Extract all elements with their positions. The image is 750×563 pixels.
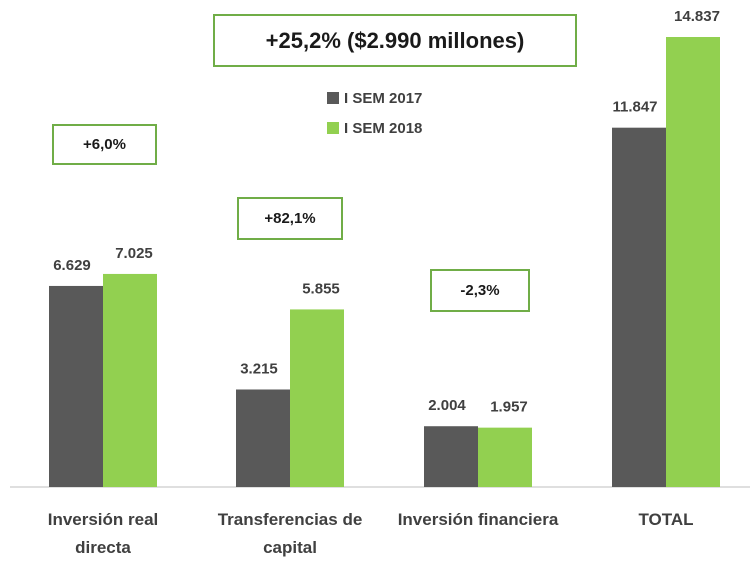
bar <box>290 309 344 487</box>
value-label: 6.629 <box>53 257 91 274</box>
x-tick-label: Inversión financiera <box>397 510 559 529</box>
value-label: 1.957 <box>490 399 528 416</box>
value-label: 5.855 <box>302 280 340 297</box>
value-label: 14.837 <box>674 8 720 25</box>
bar <box>49 285 103 487</box>
annotation: +25,2% ($2.990 millones) <box>213 14 577 67</box>
annotation: +6,0% <box>52 124 157 165</box>
annotation: +82,1% <box>237 197 343 240</box>
bar <box>666 37 720 487</box>
bar <box>478 427 532 487</box>
value-label: 2.004 <box>428 397 466 414</box>
x-tick-label: TOTAL <box>638 510 694 529</box>
value-label: 7.025 <box>115 245 153 262</box>
legend-label: I SEM 2017 <box>344 90 422 107</box>
legend-label: I SEM 2018 <box>344 120 422 137</box>
bar <box>236 389 290 487</box>
legend-swatch <box>327 122 339 134</box>
bar <box>612 127 666 487</box>
value-label: 11.847 <box>612 99 657 116</box>
legend-swatch <box>327 92 339 104</box>
value-label: 3.215 <box>240 360 278 377</box>
bar <box>424 426 478 487</box>
x-tick-label: Inversión real directa <box>47 510 159 557</box>
bar <box>103 273 157 487</box>
x-tick-label: Transferencias de capital <box>217 510 363 557</box>
annotation: -2,3% <box>430 269 530 312</box>
